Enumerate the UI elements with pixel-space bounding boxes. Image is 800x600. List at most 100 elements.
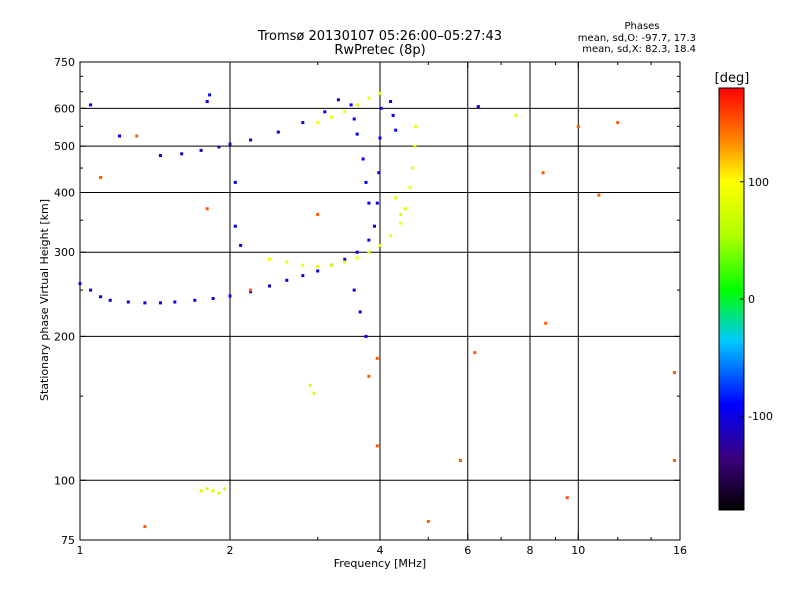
data-point bbox=[316, 269, 320, 273]
data-point bbox=[673, 371, 676, 375]
data-point bbox=[276, 130, 280, 134]
data-point bbox=[228, 294, 232, 298]
data-point bbox=[158, 301, 162, 305]
x-tick-label: 8 bbox=[527, 544, 534, 557]
data-point bbox=[364, 180, 368, 184]
data-point bbox=[343, 260, 347, 264]
data-point bbox=[352, 117, 356, 121]
data-point bbox=[367, 238, 371, 242]
colorbar-tick-label: -100 bbox=[748, 410, 773, 423]
data-point bbox=[223, 487, 226, 491]
data-point bbox=[158, 154, 162, 157]
x-axis-ticks: 1 2 4 6 8 10 16 bbox=[77, 62, 687, 557]
data-point bbox=[211, 297, 215, 300]
y-tick-label: 500 bbox=[54, 140, 75, 153]
data-point bbox=[408, 185, 412, 189]
data-point bbox=[379, 106, 383, 110]
data-point bbox=[544, 321, 548, 325]
x-tick-label: 4 bbox=[377, 544, 384, 557]
data-point bbox=[239, 243, 243, 247]
data-point bbox=[217, 145, 221, 149]
data-point bbox=[199, 148, 203, 152]
colorbar: [deg] 100 0 -100 bbox=[715, 71, 773, 511]
data-points bbox=[78, 91, 676, 529]
data-point bbox=[349, 103, 353, 107]
data-point bbox=[597, 193, 601, 197]
data-point bbox=[89, 103, 93, 107]
data-point bbox=[330, 263, 334, 267]
y-tick-label: 400 bbox=[54, 186, 75, 199]
data-point bbox=[399, 221, 403, 225]
data-point bbox=[367, 201, 371, 205]
data-point bbox=[414, 124, 418, 128]
data-point bbox=[285, 278, 289, 282]
data-point bbox=[375, 356, 379, 360]
data-point bbox=[301, 121, 305, 125]
data-point bbox=[576, 124, 580, 128]
data-point bbox=[404, 207, 407, 211]
data-point bbox=[143, 525, 147, 529]
data-point bbox=[673, 459, 676, 462]
data-point bbox=[205, 100, 209, 103]
data-point bbox=[323, 110, 327, 114]
data-point bbox=[355, 256, 359, 260]
data-point bbox=[173, 300, 177, 304]
y-tick-label: 100 bbox=[54, 474, 75, 487]
colorbar-label: [deg] bbox=[715, 71, 750, 86]
data-point bbox=[411, 166, 415, 170]
x-tick-label: 16 bbox=[673, 544, 687, 557]
data-point bbox=[389, 100, 393, 103]
plot-area: 1 2 4 6 8 10 16 75 100 200 300 400 500 600 750 bbox=[54, 56, 687, 557]
data-point bbox=[208, 93, 212, 97]
x-tick-label: 2 bbox=[227, 544, 234, 557]
data-point bbox=[233, 180, 237, 184]
data-point bbox=[268, 257, 271, 261]
gridlines bbox=[80, 62, 680, 540]
colorbar-gradient bbox=[718, 87, 745, 511]
data-point bbox=[180, 152, 184, 156]
data-point bbox=[126, 300, 130, 304]
data-point bbox=[308, 383, 312, 387]
stats-heading: Phases bbox=[624, 21, 659, 32]
data-point bbox=[514, 113, 518, 117]
data-point bbox=[143, 301, 147, 305]
data-point bbox=[352, 288, 356, 292]
data-point bbox=[476, 105, 480, 109]
data-point bbox=[458, 459, 462, 462]
data-point bbox=[361, 157, 365, 161]
data-point bbox=[316, 212, 320, 216]
data-point bbox=[355, 103, 359, 107]
data-point bbox=[373, 224, 376, 228]
stats-x-line: mean, sd,X: 82.3, 18.4 bbox=[582, 44, 696, 55]
y-axis-label: Stationary phase Virtual Height [km] bbox=[38, 199, 51, 401]
data-point bbox=[378, 91, 382, 95]
data-point bbox=[193, 298, 197, 302]
data-point bbox=[312, 391, 316, 395]
data-point bbox=[355, 250, 359, 254]
data-point bbox=[565, 496, 569, 500]
data-point bbox=[391, 113, 395, 117]
data-point bbox=[330, 115, 334, 119]
colorbar-tick-label: 0 bbox=[748, 293, 755, 306]
data-point bbox=[228, 142, 232, 146]
chart-title: Tromsø 20130107 05:26:00–05:27:43 bbox=[257, 29, 502, 44]
y-tick-label: 600 bbox=[54, 102, 75, 115]
data-point bbox=[375, 201, 379, 205]
data-point bbox=[108, 298, 112, 302]
data-point bbox=[343, 110, 347, 114]
stats-o-line: mean, sd,O: -97.7, 17.3 bbox=[578, 33, 696, 44]
data-point bbox=[394, 196, 398, 200]
data-point bbox=[389, 234, 393, 238]
y-tick-label: 300 bbox=[54, 246, 75, 259]
data-point bbox=[473, 351, 477, 355]
data-point bbox=[301, 274, 305, 278]
x-tick-label: 6 bbox=[464, 544, 471, 557]
y-tick-label: 200 bbox=[54, 330, 75, 343]
data-point bbox=[249, 290, 253, 294]
data-point bbox=[375, 444, 379, 448]
data-point bbox=[336, 98, 340, 102]
data-point bbox=[316, 265, 320, 268]
data-point bbox=[413, 144, 417, 148]
y-tick-label: 75 bbox=[61, 534, 75, 547]
data-point bbox=[285, 260, 289, 264]
